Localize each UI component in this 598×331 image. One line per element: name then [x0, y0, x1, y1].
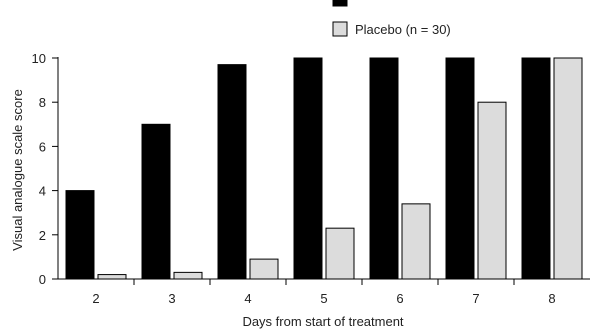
bar-series-2-day-8	[553, 57, 583, 280]
bar-series-2-day-4	[249, 258, 279, 280]
x-tick-label: 4	[244, 291, 251, 306]
legend: Placebo (n = 30)	[332, 0, 451, 37]
bar-series-2-day-2	[97, 274, 127, 280]
y-tick-label: 6	[39, 139, 46, 154]
legend-label-placebo: Placebo (n = 30)	[355, 22, 451, 37]
x-axis: 2 3 4 5 6 7 8	[58, 278, 590, 306]
x-tick-label: 3	[168, 291, 175, 306]
legend-swatch-series-1	[332, 0, 348, 7]
bars	[65, 57, 583, 280]
bar-series-2-day-3	[173, 271, 203, 280]
y-axis: 0 2 4 6 8 10	[32, 51, 59, 287]
bar-series-1-day-2	[65, 190, 95, 280]
bar-series-1-day-5	[293, 57, 323, 280]
x-tick-label: 6	[396, 291, 403, 306]
bar-series-1-day-8	[521, 57, 551, 280]
bar-series-2-day-7	[477, 101, 507, 280]
bar-series-1-day-4	[217, 64, 247, 280]
x-axis-title: Days from start of treatment	[242, 314, 403, 329]
bar-series-1-day-6	[369, 57, 399, 280]
x-tick-label: 2	[92, 291, 99, 306]
y-axis-title: Visual analogue scale score	[10, 89, 25, 251]
y-tick-label: 0	[39, 272, 46, 287]
legend-swatch-placebo	[332, 21, 348, 37]
x-tick-label: 8	[548, 291, 555, 306]
y-tick-label: 10	[32, 51, 46, 66]
bar-series-1-day-7	[445, 57, 475, 280]
bar-series-2-day-6	[401, 203, 431, 280]
y-tick-label: 4	[39, 184, 46, 199]
bar-series-1-day-3	[141, 123, 171, 280]
x-tick-label: 5	[320, 291, 327, 306]
y-tick-label: 2	[39, 228, 46, 243]
bar-series-2-day-5	[325, 227, 355, 280]
x-tick-label: 7	[472, 291, 479, 306]
y-tick-label: 8	[39, 95, 46, 110]
